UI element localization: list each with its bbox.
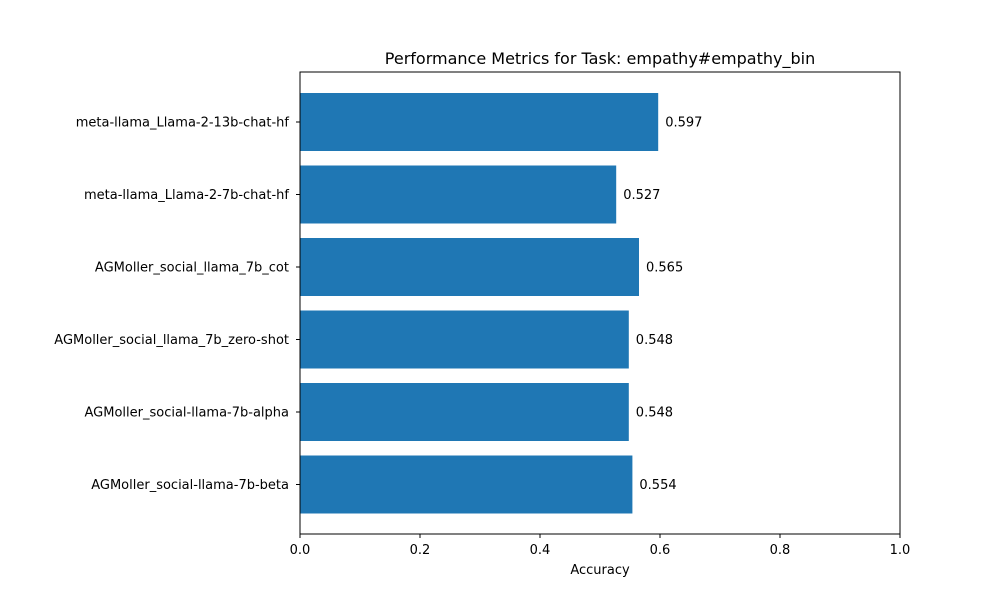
y-tick-label-3: AGMoller_social_llama_7b_zero-shot [54, 333, 289, 348]
bar-1 [300, 165, 617, 224]
value-labels-layer: 0.597 0.527 0.565 0.548 0.548 0.554 [623, 116, 702, 494]
bar-4 [300, 383, 629, 441]
x-tick-label-0: 0.0 [290, 543, 311, 558]
y-tick-label-4: AGMoller_social-llama-7b-alpha [85, 406, 290, 421]
value-label-4: 0.548 [636, 406, 673, 421]
y-tick-label-1: meta-llama_Llama-2-7b-chat-hf [84, 188, 289, 203]
value-label-1: 0.527 [623, 188, 660, 203]
x-tick-label-4: 0.8 [770, 543, 791, 558]
x-tick-label-2: 0.4 [530, 543, 551, 558]
value-label-2: 0.565 [646, 261, 683, 276]
chart-title: Performance Metrics for Task: empathy#em… [385, 49, 815, 69]
x-axis: 0.0 0.2 0.4 0.6 0.8 1.0 [290, 534, 911, 558]
bar-2 [300, 238, 639, 296]
x-axis-label: Accuracy [570, 563, 630, 578]
y-tick-label-0: meta-llama_Llama-2-13b-chat-hf [76, 116, 290, 131]
value-label-0: 0.597 [665, 116, 702, 131]
x-tick-label-5: 1.0 [890, 543, 911, 558]
x-tick-label-1: 0.2 [410, 543, 431, 558]
y-tick-label-5: AGMoller_social-llama-7b-beta [91, 478, 289, 493]
value-label-5: 0.554 [639, 478, 676, 493]
y-tick-label-2: AGMoller_social_llama_7b_cot [95, 261, 289, 276]
bars-layer [300, 93, 659, 514]
bar-5 [300, 455, 633, 514]
y-axis: meta-llama_Llama-2-13b-chat-hf meta-llama… [54, 116, 300, 493]
plot-frame [299, 71, 901, 535]
bar-3 [300, 310, 629, 369]
x-tick-label-3: 0.6 [650, 543, 671, 558]
bar-0 [300, 93, 659, 151]
value-label-3: 0.548 [636, 333, 673, 348]
